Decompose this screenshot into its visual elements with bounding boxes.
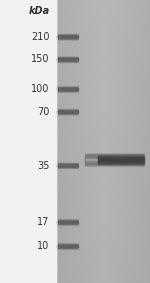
- Bar: [57, 224, 78, 225]
- Bar: [85, 153, 98, 154]
- Bar: [57, 162, 78, 163]
- Bar: [57, 90, 78, 91]
- Bar: [85, 158, 98, 159]
- Bar: [85, 163, 98, 164]
- Bar: [57, 91, 78, 92]
- Bar: [57, 168, 78, 169]
- Bar: [57, 112, 78, 113]
- Text: 100: 100: [31, 84, 50, 94]
- Bar: [85, 166, 144, 167]
- Bar: [57, 35, 78, 36]
- Bar: [57, 39, 78, 40]
- Bar: [57, 58, 78, 59]
- Bar: [57, 221, 78, 222]
- Bar: [57, 110, 78, 111]
- Bar: [57, 56, 78, 57]
- Text: 10: 10: [37, 241, 50, 251]
- Bar: [57, 61, 78, 62]
- Bar: [57, 37, 78, 38]
- Bar: [57, 247, 78, 248]
- Bar: [57, 222, 78, 223]
- Bar: [85, 161, 98, 162]
- Bar: [85, 160, 98, 161]
- Bar: [57, 87, 78, 88]
- Bar: [85, 165, 144, 166]
- Bar: [85, 161, 144, 162]
- Bar: [57, 223, 78, 224]
- Bar: [85, 155, 98, 156]
- Bar: [57, 86, 78, 87]
- Text: 35: 35: [37, 160, 50, 171]
- Bar: [85, 163, 144, 164]
- Text: 17: 17: [37, 217, 50, 227]
- Bar: [57, 60, 78, 61]
- Bar: [57, 248, 78, 249]
- Bar: [57, 62, 78, 63]
- Bar: [85, 156, 144, 157]
- Bar: [85, 162, 144, 163]
- Bar: [85, 162, 98, 163]
- Bar: [57, 38, 78, 39]
- Bar: [57, 114, 78, 115]
- Text: 150: 150: [31, 54, 50, 65]
- Bar: [57, 113, 78, 114]
- Bar: [57, 164, 78, 165]
- Bar: [57, 165, 78, 166]
- Bar: [85, 157, 144, 158]
- Bar: [57, 88, 78, 89]
- Bar: [85, 164, 98, 165]
- Bar: [57, 220, 78, 221]
- Bar: [57, 59, 78, 60]
- Bar: [85, 158, 144, 159]
- Bar: [57, 163, 78, 164]
- Bar: [85, 160, 144, 161]
- Bar: [57, 243, 78, 244]
- Bar: [85, 155, 144, 156]
- Bar: [57, 246, 78, 247]
- Bar: [85, 159, 98, 160]
- Bar: [57, 109, 78, 110]
- Bar: [0, 0, 57, 283]
- Bar: [85, 154, 144, 155]
- Bar: [57, 167, 78, 168]
- Bar: [85, 166, 98, 167]
- Text: 70: 70: [37, 107, 50, 117]
- Bar: [57, 245, 78, 246]
- Bar: [57, 244, 78, 245]
- Text: kDa: kDa: [28, 6, 50, 16]
- Bar: [85, 157, 98, 158]
- Text: 210: 210: [31, 32, 50, 42]
- Bar: [85, 156, 98, 157]
- Bar: [57, 89, 78, 90]
- Bar: [85, 154, 98, 155]
- Bar: [85, 164, 144, 165]
- Bar: [57, 111, 78, 112]
- Bar: [85, 165, 98, 166]
- Bar: [57, 36, 78, 37]
- Bar: [57, 166, 78, 167]
- Bar: [57, 34, 78, 35]
- Bar: [85, 153, 144, 154]
- Bar: [85, 159, 144, 160]
- Bar: [57, 57, 78, 58]
- Bar: [57, 219, 78, 220]
